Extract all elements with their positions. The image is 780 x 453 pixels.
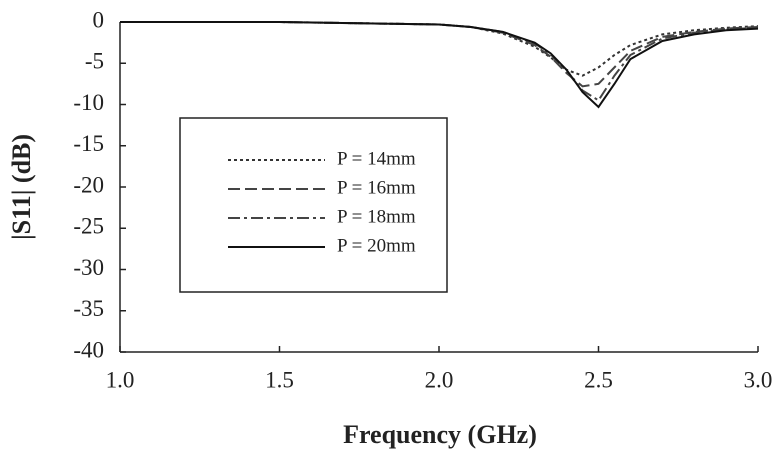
legend-box [179, 117, 448, 293]
legend: P = 14mm P = 16mm P = 18mm P = 20mm [179, 117, 448, 293]
legend-label: P = 14mm [337, 148, 416, 169]
y-tick-label: -20 [73, 172, 104, 197]
y-tick-label: -10 [73, 90, 104, 115]
series-line [120, 21, 759, 109]
series-line [120, 21, 759, 77]
x-tick-label: 2.0 [425, 367, 454, 392]
legend-label: P = 18mm [337, 206, 416, 227]
y-tick-label: -25 [73, 214, 104, 239]
x-tick-label: 3.0 [744, 367, 773, 392]
y-tick-label: -35 [73, 296, 104, 321]
y-tick-label: -15 [73, 131, 104, 156]
y-axis-label: |S11| (dB) [7, 134, 36, 240]
legend-label: P = 16mm [337, 177, 416, 198]
x-axis-label: Frequency (GHz) [343, 420, 537, 449]
y-tick-label: -30 [73, 255, 104, 280]
y-tick-label: -40 [73, 337, 104, 362]
legend-label: P = 20mm [337, 235, 416, 256]
x-tick-label: 2.5 [584, 367, 613, 392]
series-line [120, 21, 759, 88]
x-tick-label: 1.5 [265, 367, 294, 392]
x-tick-label: 1.0 [106, 367, 135, 392]
y-tick-label: -5 [85, 49, 104, 74]
y-tick-label: 0 [93, 7, 105, 32]
